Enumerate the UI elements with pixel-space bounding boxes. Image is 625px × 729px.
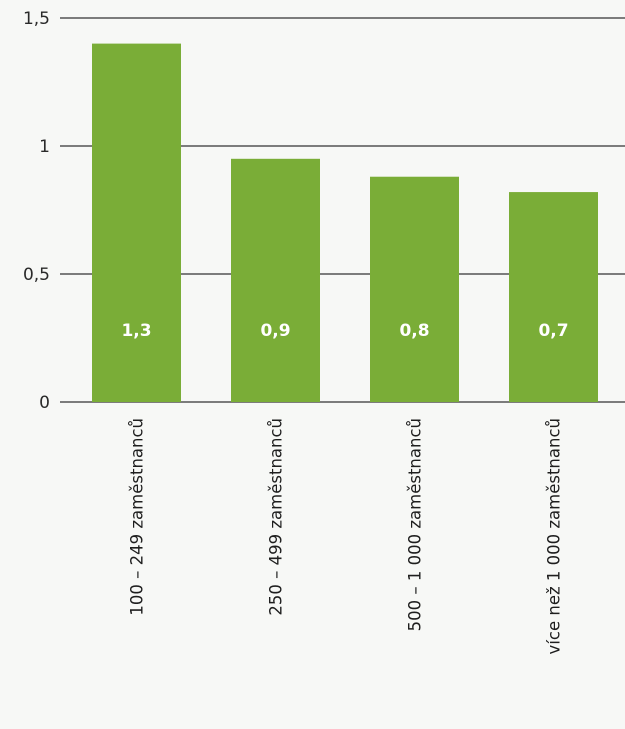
data-label: 0,8 [399, 321, 429, 341]
data-label: 1,3 [121, 321, 151, 341]
data-labels: 1,3 0,9 0,8 0,7 [121, 321, 568, 341]
category-label: 100 – 249 zaměstnanců [128, 418, 147, 616]
category-labels: 100 – 249 zaměstnanců 250 – 499 zaměstnan… [128, 418, 564, 654]
data-label: 0,9 [260, 321, 290, 341]
bars [92, 43, 598, 402]
y-axis-tick-labels: 0 0,5 1 1,5 [23, 9, 50, 413]
y-tick-label: 0 [39, 393, 50, 413]
bar [231, 158, 320, 402]
y-tick-label: 0,5 [23, 265, 50, 285]
y-tick-label: 1 [39, 137, 50, 157]
bar [509, 192, 598, 402]
category-label: 250 – 499 zaměstnanců [267, 418, 286, 616]
bar [92, 43, 181, 402]
data-label: 0,7 [538, 321, 568, 341]
category-label: 500 – 1 000 zaměstnanců [406, 418, 425, 631]
y-tick-label: 1,5 [23, 9, 50, 29]
category-label: více než 1 000 zaměstnanců [545, 418, 564, 654]
bar [370, 176, 459, 402]
